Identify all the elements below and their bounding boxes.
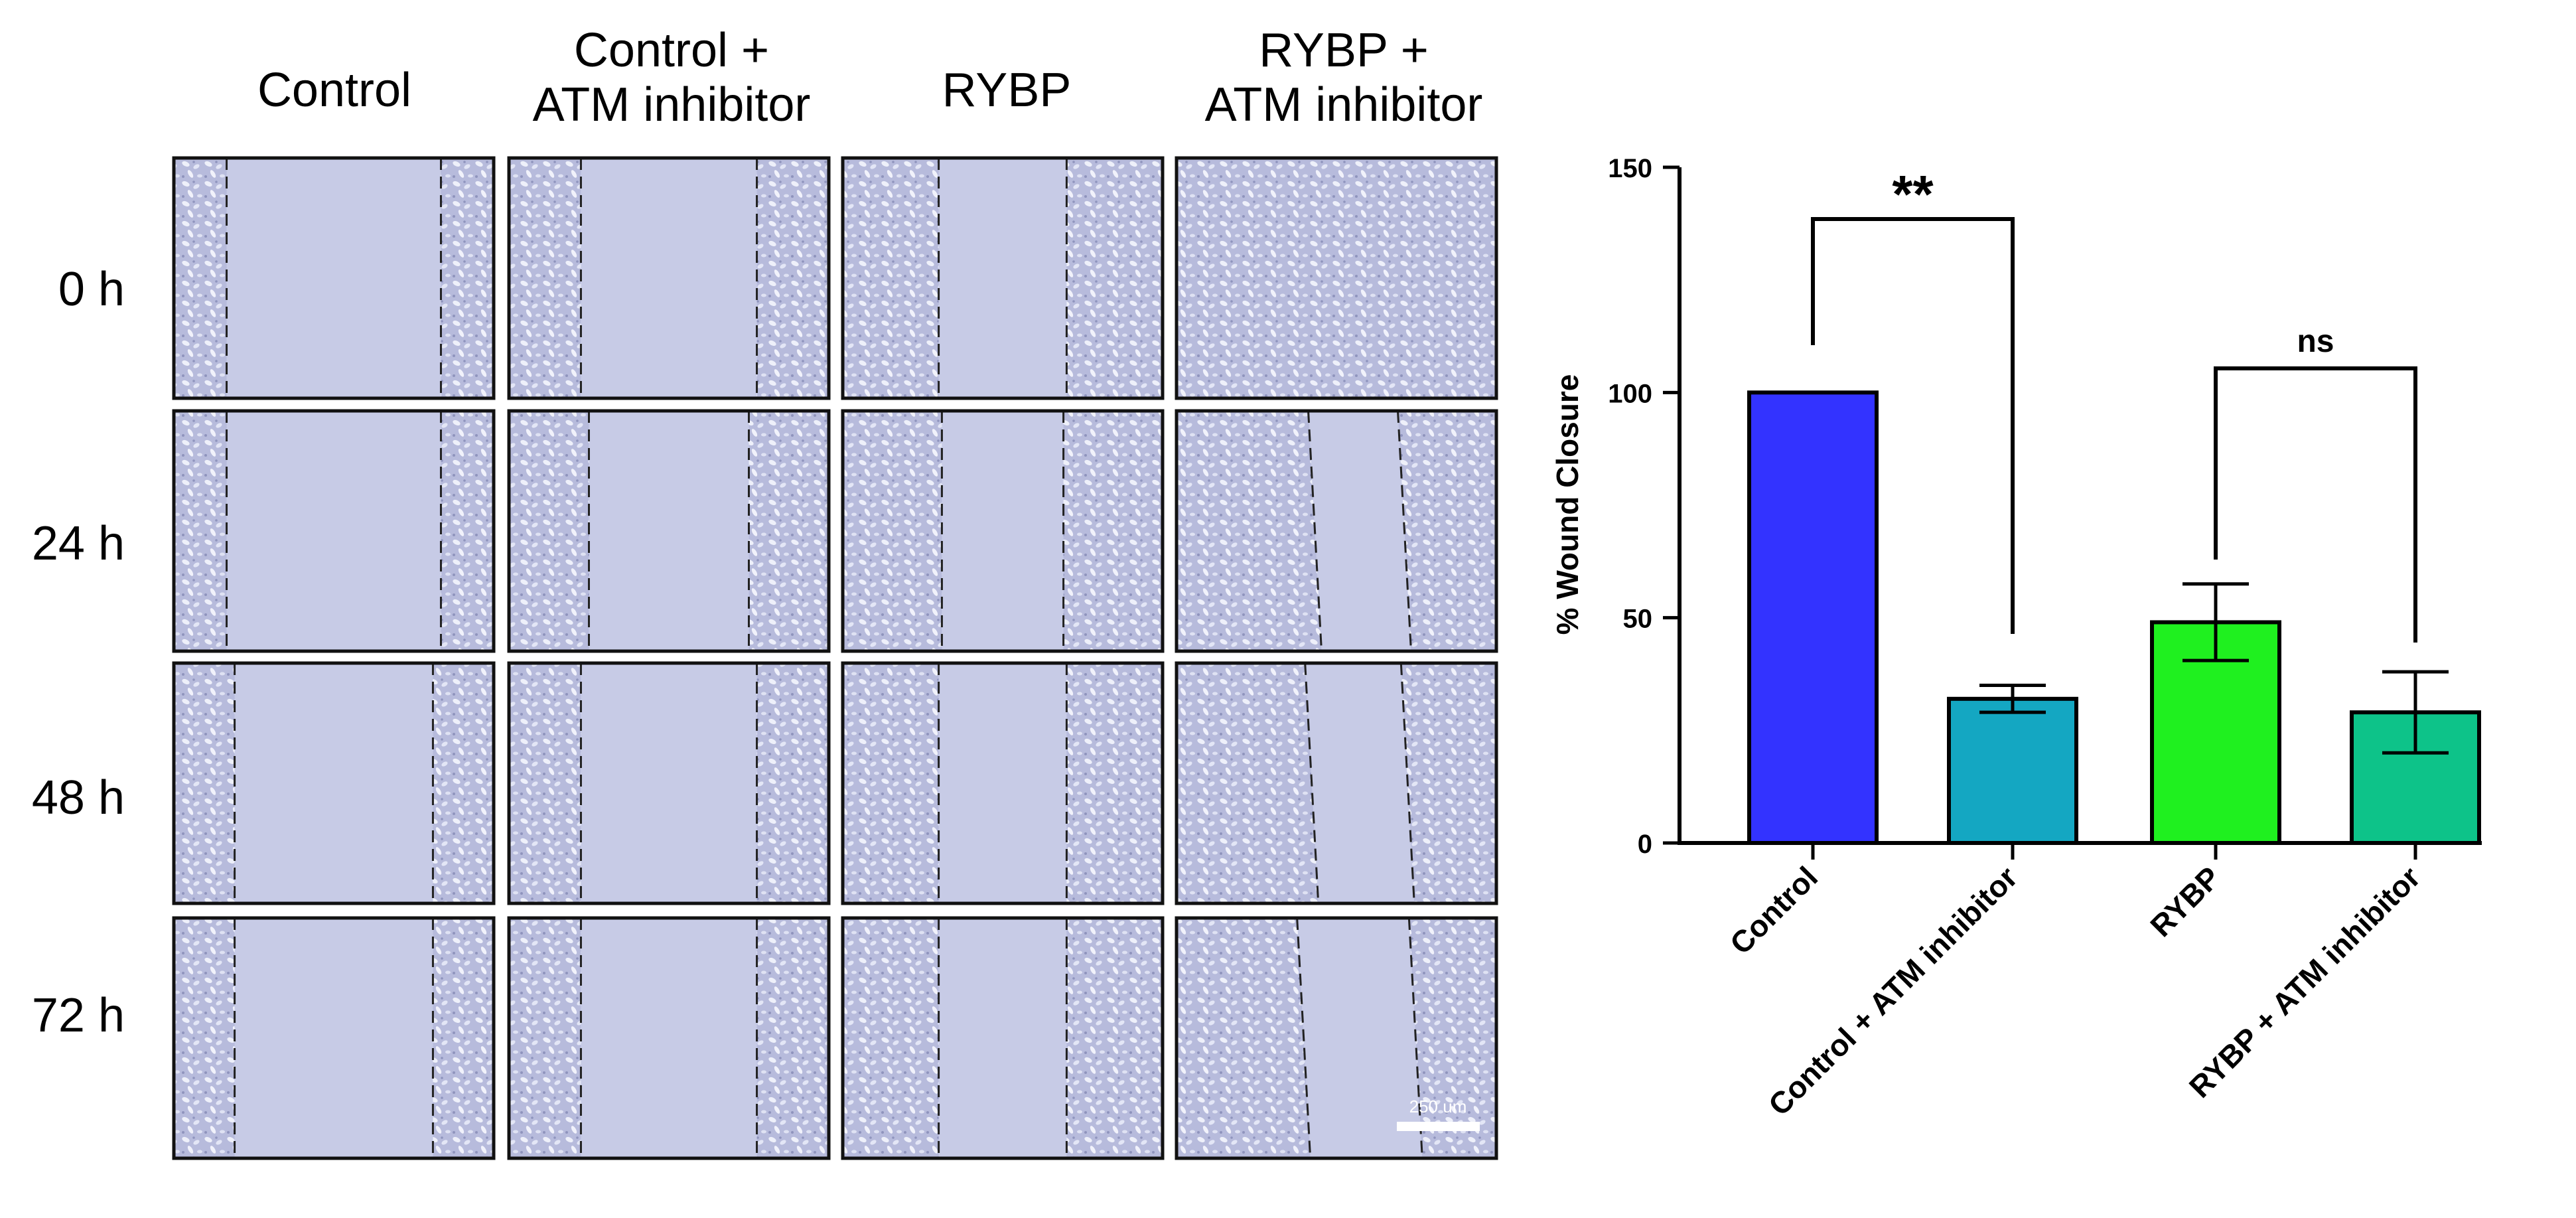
y-tick-label: 50	[1623, 605, 1653, 634]
error-bars	[1979, 582, 2449, 755]
y-tick-label: 0	[1638, 830, 1652, 859]
wound-gap	[581, 663, 757, 903]
wound-edge-right	[1396, 410, 1412, 652]
wound-edge-left	[1296, 917, 1312, 1159]
bar	[1747, 390, 1879, 845]
micrograph-cells	[1177, 158, 1496, 398]
significance-label: ns	[2297, 324, 2334, 359]
wound-gap	[226, 411, 441, 651]
y-axis-label: % Wound Closure	[1550, 374, 1585, 635]
col-header-rybp-atm: RYBP + ATM inhibitor	[1205, 24, 1483, 131]
micrograph-border	[841, 916, 1165, 1160]
scale-bar: 250 um	[1397, 1097, 1480, 1131]
micrograph-border	[507, 156, 831, 400]
y-ticks: 0 50 100 150	[1608, 154, 1680, 859]
row-label-24h: 24 h	[32, 517, 125, 570]
wound-gap	[581, 918, 757, 1158]
row-labels: 0 h 24 h 48 h 72 h	[32, 263, 125, 1042]
micrograph-panel	[507, 661, 831, 905]
significance-bracket	[2214, 366, 2417, 643]
micrograph-border	[507, 916, 831, 1160]
wound-edge-left	[1307, 410, 1323, 652]
significance-label: **	[1892, 165, 1934, 224]
col-header-control: Control	[257, 64, 411, 117]
bar	[1947, 696, 2078, 845]
wound-gap	[234, 918, 433, 1158]
wound-edge-left	[1304, 662, 1320, 904]
wound-edge-right	[1399, 662, 1415, 904]
scale-bar-line	[1397, 1122, 1480, 1131]
micrograph-border	[1175, 409, 1498, 653]
micrograph-border	[172, 409, 496, 653]
micrograph-border	[172, 661, 496, 905]
micrograph-border	[172, 916, 496, 1160]
col-header-control-atm: Control + ATM inhibitor	[533, 24, 811, 131]
micrograph-border	[841, 409, 1165, 653]
micrograph-panel	[1175, 156, 1498, 400]
micrograph-panel	[507, 409, 831, 653]
row-label-0h: 0 h	[58, 263, 125, 316]
micrograph-panel	[507, 916, 831, 1160]
micrograph-panel	[1175, 409, 1498, 653]
micrograph-border	[507, 661, 831, 905]
micrograph-panel	[841, 916, 1165, 1160]
micrograph-panel	[172, 409, 496, 653]
wound-edge-right	[1407, 917, 1423, 1159]
significance-brackets: ** ns	[1811, 165, 2417, 643]
wound-gap	[938, 663, 1067, 903]
row-label-72h: 72 h	[32, 989, 125, 1042]
micrograph-panel	[172, 916, 496, 1160]
micrograph-panel	[172, 156, 496, 400]
bars	[1747, 390, 2481, 845]
col-header-rybp: RYBP	[942, 64, 1072, 117]
wound-gap	[581, 158, 757, 398]
significance-bracket	[1811, 217, 2015, 634]
wound-gap	[938, 158, 1067, 398]
wound-gap	[1308, 411, 1411, 651]
micrograph-border	[1175, 156, 1498, 400]
x-tick-label: RYBP	[2143, 860, 2227, 943]
scale-bar-label: 250 um	[1409, 1097, 1467, 1116]
row-label-48h: 48 h	[32, 771, 125, 824]
wound-gap	[938, 918, 1067, 1158]
micrograph-grid	[172, 156, 1498, 1160]
micrograph-border	[172, 156, 496, 400]
column-headers: Control Control + ATM inhibitor RYBP RYBP…	[257, 24, 1482, 131]
micrograph-panel	[507, 156, 831, 400]
micrograph-border	[1175, 661, 1498, 905]
wound-gap	[226, 158, 441, 398]
wound-gap	[1297, 918, 1423, 1158]
micrograph-panel	[841, 156, 1165, 400]
micrograph-border	[507, 409, 831, 653]
x-tick-label: Control	[1723, 860, 1824, 960]
micrograph-panel	[1175, 916, 1498, 1160]
wound-gap	[589, 411, 749, 651]
wound-gap	[942, 411, 1064, 651]
micrograph-panel	[841, 409, 1165, 653]
y-tick-label: 150	[1608, 154, 1652, 183]
micrograph-border	[841, 661, 1165, 905]
x-tick-label: RYBP + ATM inhibitor	[2182, 860, 2427, 1104]
wound-gap	[1305, 663, 1415, 903]
micrograph-panel	[1175, 661, 1498, 905]
micrograph-border	[1175, 916, 1498, 1160]
wound-gap	[234, 663, 433, 903]
micrograph-panel	[841, 661, 1165, 905]
y-tick-label: 100	[1608, 379, 1652, 408]
micrograph-border	[841, 156, 1165, 400]
micrograph-panel	[172, 661, 496, 905]
